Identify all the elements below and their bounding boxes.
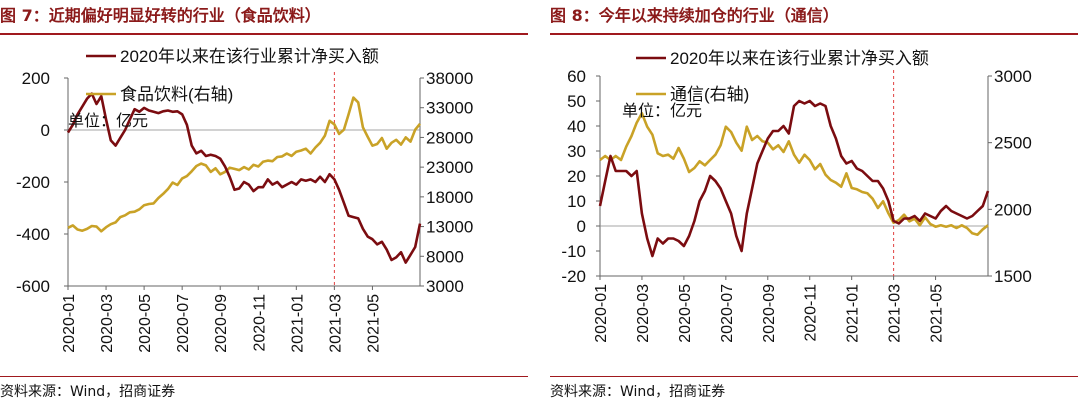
left-tick-label: -600 (16, 277, 50, 296)
x-tick-label: 2020-01 (593, 284, 610, 343)
left-tick-label: 50 (567, 92, 586, 111)
x-tick-label: 2021-03 (327, 294, 344, 353)
source-note: 资料来源：Wind，招商证券 (0, 384, 176, 400)
right-tick-label: 1500 (994, 267, 1032, 286)
left-tick-label: 0 (577, 217, 586, 236)
x-tick-label: 2021-01 (845, 284, 862, 343)
x-tick-label: 2020-07 (175, 294, 192, 353)
right-tick-label: 2500 (994, 134, 1032, 153)
series-line-net-buy (66, 92, 422, 264)
source-note: 资料来源：Wind，招商证券 (550, 384, 726, 400)
x-tick-label: 2020-09 (761, 284, 778, 343)
title-divider (0, 33, 528, 35)
legend-label: 2020年以来在该行业累计净买入额 (120, 47, 379, 66)
x-tick-label: 2020-11 (803, 284, 820, 342)
chart-title: 图 8：今年以来持续加仓的行业（通信） (550, 6, 839, 25)
left-tick-label: 40 (567, 117, 586, 136)
x-tick-label: 2020-05 (137, 294, 154, 353)
legend-label: 2020年以来在该行业累计净买入额 (670, 49, 929, 68)
right-tick-label: 3000 (994, 67, 1032, 86)
chart-title: 图 7：近期偏好明显好转的行业（食品饮料） (0, 6, 321, 25)
x-tick-label: 2020-09 (213, 294, 230, 353)
series-line-industry-index (67, 96, 422, 233)
left-tick-label: 20 (567, 167, 586, 186)
unit-label: 单位：亿元 (68, 112, 148, 130)
right-tick-label: 38000 (426, 69, 473, 88)
right-tick-label: 33000 (426, 99, 473, 118)
right-tick-label: 13000 (426, 218, 473, 237)
x-tick-label: 2021-03 (887, 284, 904, 343)
panel-food-beverage: 图 7：近期偏好明显好转的行业（食品饮料） -600 -400 -200 0 200 30… (0, 0, 530, 406)
left-tick-label: 60 (567, 67, 586, 86)
right-tick-label: 2000 (994, 200, 1032, 219)
x-tick-label: 2020-03 (635, 284, 652, 343)
x-tick-label: 2020-07 (719, 284, 736, 343)
right-tick-label: 8000 (426, 247, 464, 266)
left-tick-label: 200 (22, 69, 50, 88)
left-tick-label: 10 (567, 192, 586, 211)
left-tick-label: 0 (41, 121, 50, 140)
panel-telecom: 图 8：今年以来持续加仓的行业（通信） -20 -10 0 10 20 30 40 50 60 1… (550, 0, 1080, 406)
left-tick-label: 30 (567, 142, 586, 161)
x-tick-label: 2020-11 (251, 294, 268, 352)
x-tick-label: 2021-05 (929, 284, 946, 343)
source-divider (0, 376, 528, 377)
right-tick-label: 23000 (426, 158, 473, 177)
series-line-industry-index (599, 112, 989, 236)
x-tick-label: 2021-05 (365, 294, 382, 353)
x-tick-label: 2020-01 (61, 294, 78, 353)
x-tick-label: 2020-05 (677, 284, 694, 343)
legend-label: 通信(右轴) (670, 85, 749, 104)
left-tick-label: -400 (16, 225, 50, 244)
series-line-net-buy (598, 99, 990, 258)
chart-telecom: -20 -10 0 10 20 30 40 50 60 1500 2000 2500 3000 2020-… (561, 49, 1032, 343)
chart-food-beverage: -600 -400 -200 0 200 3000 8000 13000 18000 23000 2… (16, 47, 473, 353)
left-tick-label: -200 (16, 173, 50, 192)
right-tick-label: 18000 (426, 188, 473, 207)
x-tick-label: 2020-03 (99, 294, 116, 353)
x-tick-label: 2021-01 (289, 294, 306, 353)
right-tick-label: 3000 (426, 277, 464, 296)
title-divider (550, 33, 1078, 35)
legend-label: 食品饮料(右轴) (120, 85, 233, 104)
source-divider (550, 376, 1078, 377)
left-tick-label: -20 (561, 267, 586, 286)
unit-label: 单位：亿元 (622, 102, 702, 120)
right-tick-label: 28000 (426, 128, 473, 147)
left-tick-label: -10 (561, 242, 586, 261)
